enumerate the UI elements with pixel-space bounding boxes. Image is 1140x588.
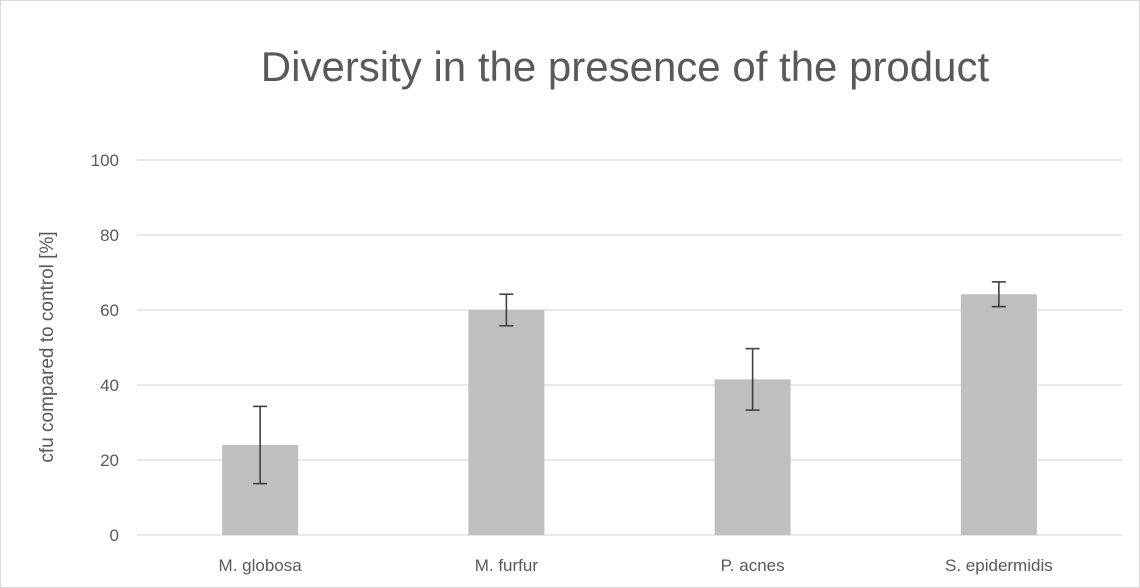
bars	[222, 294, 1037, 535]
error-bar	[499, 293, 514, 327]
bar-m-furfur	[468, 310, 545, 535]
x-category-label: P. acnes	[721, 556, 785, 575]
bar-s-epidermidis	[960, 294, 1037, 535]
y-tick-label: 60	[100, 301, 119, 320]
y-tick-label: 0	[110, 526, 119, 545]
x-category-label: S. epidermidis	[945, 556, 1053, 575]
y-tick-label: 100	[91, 151, 119, 170]
x-category-label: M. globosa	[219, 556, 303, 575]
x-axis-categories: M. globosa M. furfur P. acnes S. epidermidi…	[219, 556, 1053, 575]
error-bars	[253, 281, 1006, 485]
y-tick-label: 80	[100, 226, 119, 245]
error-bar	[991, 281, 1006, 308]
y-axis-ticks: 0 20 40 60 80 100	[91, 151, 119, 545]
x-category-label: M. furfur	[475, 556, 539, 575]
chart-title: Diversity in the presence of the product	[261, 43, 990, 90]
error-bar	[253, 405, 268, 485]
y-tick-label: 40	[100, 376, 119, 395]
error-bar	[745, 347, 760, 411]
gridlines	[137, 159, 1122, 536]
y-axis-title: cfu compared to control [%]	[37, 231, 58, 462]
y-tick-label: 20	[100, 451, 119, 470]
